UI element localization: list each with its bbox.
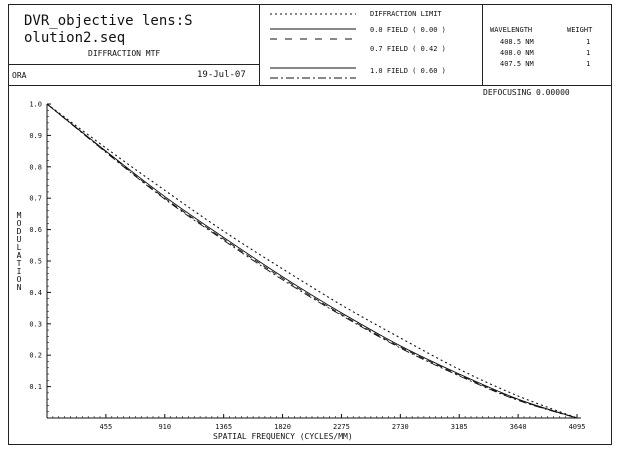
weight-header: WEIGHT: [567, 26, 593, 34]
series-line-2: [46, 103, 578, 419]
series-line-0: [46, 103, 578, 419]
series-line-3: [46, 103, 578, 419]
x-tick-label: 1365: [215, 423, 232, 431]
series-line-1: [46, 103, 578, 419]
weight-row-2: 1: [586, 49, 591, 57]
y-tick-label: 0.4: [29, 289, 42, 297]
title-line1: DVR_objective lens:S: [24, 13, 193, 29]
wavelength-row-1: 408.5 NM: [500, 38, 534, 46]
x-tick-label: 3185: [451, 423, 468, 431]
y-tick-label: 0.3: [29, 320, 42, 328]
x-tick-label: 910: [158, 423, 171, 431]
subtitle: DIFFRACTION MTF: [88, 49, 161, 58]
plot-frame-box: [8, 85, 612, 445]
y-tick-label: 0.2: [29, 352, 42, 360]
x-tick-label: 4095: [569, 423, 586, 431]
date-label: 19-Jul-07: [197, 70, 246, 80]
y-tick-label: 0.5: [29, 258, 42, 266]
weight-row-1: 1: [586, 38, 591, 46]
x-tick-label: 1820: [274, 423, 291, 431]
x-tick-label: 2730: [392, 423, 409, 431]
weight-row-3: 1: [586, 60, 591, 68]
x-tick-label: 2275: [333, 423, 350, 431]
y-tick-label: 0.9: [29, 132, 42, 140]
legend-field-1-label: 1.0 FIELD ( 0.60 ): [370, 67, 446, 75]
wavelength-row-3: 407.5 NM: [500, 60, 534, 68]
wavelength-header: WAVELENGTH: [490, 26, 533, 34]
title-line2: olution2.seq: [24, 30, 126, 46]
y-tick-label: 0.1: [29, 383, 42, 391]
y-tick-label: 1.0: [29, 101, 42, 109]
defocusing-label: DEFOCUSING 0.00000: [483, 88, 570, 97]
y-tick-label: 0.7: [29, 195, 42, 203]
legend-lines: [270, 13, 356, 79]
wavelength-row-2: 408.0 NM: [500, 49, 534, 57]
x-axis-label: SPATIAL FREQUENCY (CYCLES/MM): [213, 432, 353, 441]
org-label: ORA: [12, 71, 27, 80]
y-tick-label: 0.6: [29, 226, 42, 234]
legend-field-0-label: 0.0 FIELD ( 0.00 ): [370, 26, 446, 34]
legend-limit-label: DIFFRACTION LIMIT: [370, 10, 442, 18]
legend-field-07-label: 0.7 FIELD ( 0.42 ): [370, 45, 446, 53]
y-tick-label: 0.8: [29, 163, 42, 171]
x-tick-label: 455: [100, 423, 113, 431]
x-tick-label: 3640: [510, 423, 527, 431]
